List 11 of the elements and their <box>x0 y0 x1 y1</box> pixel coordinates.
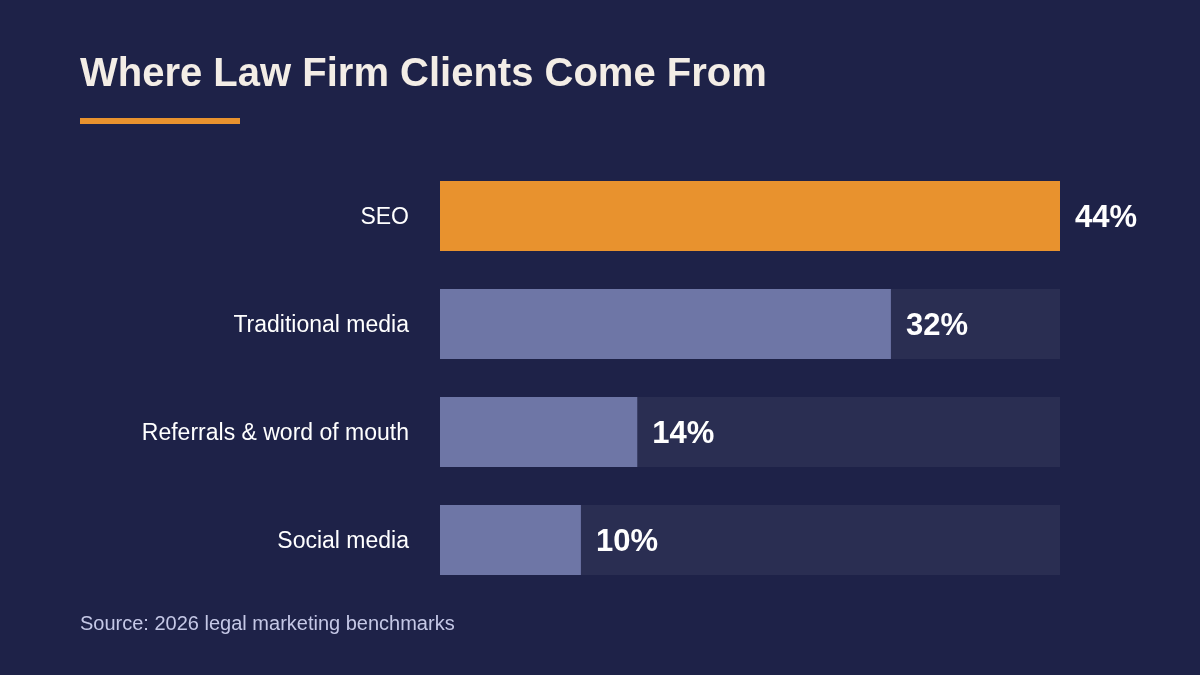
data-label: 44% <box>1075 199 1138 235</box>
data-label: 14% <box>652 415 715 451</box>
source-note: Source: 2026 legal marketing benchmarks <box>80 612 455 635</box>
bar <box>440 505 581 575</box>
data-label: 32% <box>905 307 968 343</box>
y-tick-label: SEO <box>360 203 409 230</box>
y-tick-label: Social media <box>277 527 410 554</box>
y-tick-label: Referrals & word of mouth <box>141 419 409 446</box>
y-tick-label: Traditional media <box>233 311 410 338</box>
chart-title: Where Law Firm Clients Come From <box>80 50 767 95</box>
data-label: 10% <box>595 523 658 559</box>
